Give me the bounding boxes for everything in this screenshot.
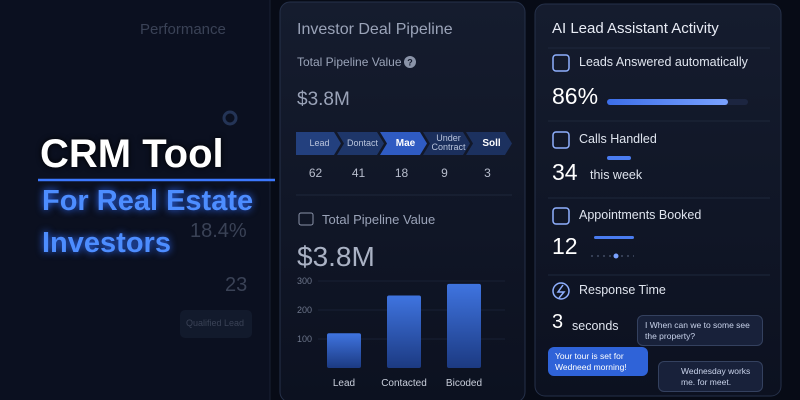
panel-title: AI Lead Assistant Activity bbox=[552, 20, 719, 37]
hero-subtitle: Investors bbox=[42, 227, 171, 259]
item-label: Response Time bbox=[579, 283, 666, 297]
stage-count: 9 bbox=[441, 166, 448, 180]
item-label: Appointments Booked bbox=[579, 208, 702, 222]
appt-bar bbox=[594, 236, 634, 239]
bar bbox=[387, 295, 421, 368]
summary-value: $3.8M bbox=[297, 89, 350, 110]
stage-chevron bbox=[466, 132, 512, 155]
stage-chevron bbox=[337, 132, 384, 155]
item-value: 86% bbox=[552, 83, 599, 109]
ghost-badge-text: Qualified Lead bbox=[186, 318, 245, 328]
ghost-badge bbox=[180, 310, 252, 338]
y-tick-label: 300 bbox=[297, 276, 312, 286]
panel-title: Investor Deal Pipeline bbox=[297, 21, 453, 38]
x-tick-label: Bicoded bbox=[446, 378, 482, 389]
time-icon bbox=[552, 282, 570, 300]
appt-slider-knob bbox=[613, 253, 619, 259]
help-icon bbox=[404, 56, 416, 68]
stage-label: Lead bbox=[309, 138, 330, 148]
total-label: Total Pipeline Value bbox=[322, 212, 436, 227]
stage-chevron bbox=[423, 132, 470, 155]
y-tick-label: 100 bbox=[297, 334, 312, 344]
ghost-panel bbox=[0, 0, 271, 400]
stage-label: Soll bbox=[482, 138, 501, 149]
stage-count: 62 bbox=[308, 166, 323, 180]
leads-icon bbox=[552, 54, 570, 72]
item-unit: this week bbox=[590, 168, 643, 182]
stage-count: 41 bbox=[351, 166, 366, 180]
stage-chevron bbox=[296, 132, 341, 155]
stage-count: 18 bbox=[394, 166, 409, 180]
stage-count: 3 bbox=[484, 166, 491, 180]
calls-bar bbox=[607, 156, 631, 160]
bar-chart: 100 200 300 Lead Contacted Bicoded bbox=[297, 276, 505, 389]
stage-label: Under Contract bbox=[431, 133, 466, 153]
chat-bubble: Wednesday works me. for meet. bbox=[658, 361, 763, 393]
ghost-title: Performance bbox=[140, 21, 226, 38]
time-icon-bolt bbox=[556, 284, 566, 299]
calendar-icon bbox=[552, 207, 570, 225]
bar bbox=[447, 283, 481, 368]
item-label: Calls Handled bbox=[579, 132, 657, 146]
ghost-dot bbox=[222, 110, 238, 126]
item-value: 3 bbox=[552, 311, 564, 333]
ghost-value: 23 bbox=[225, 274, 248, 296]
summary-label: Total Pipeline Value bbox=[297, 55, 402, 69]
chat-bubble: Your tour is set for Wedneed morning! bbox=[548, 347, 648, 377]
help-icon-mark: ? bbox=[407, 58, 413, 68]
stage-label: Mae bbox=[395, 138, 416, 149]
y-tick-label: 200 bbox=[297, 305, 312, 315]
x-tick-label: Contacted bbox=[381, 378, 427, 389]
item-value: 12 bbox=[552, 233, 578, 259]
ghost-value: 18.4% bbox=[190, 220, 247, 242]
bar bbox=[327, 333, 361, 368]
stage-label: Dontact bbox=[346, 138, 379, 148]
hero-subtitle: For Real Estate bbox=[42, 185, 254, 217]
hero-title: CRM Tool bbox=[40, 132, 224, 176]
x-tick-label: Lead bbox=[333, 378, 355, 389]
item-label: Leads Answered automatically bbox=[579, 55, 748, 69]
calls-icon bbox=[552, 131, 570, 149]
item-unit: seconds bbox=[572, 319, 619, 333]
item-value: 34 bbox=[552, 159, 578, 185]
progress-fill bbox=[607, 99, 728, 105]
total-value: $3.8M bbox=[297, 241, 375, 272]
chat-bubble: I When can we to some see the property? bbox=[637, 315, 763, 347]
wallet-icon bbox=[298, 212, 314, 226]
stage-chevron bbox=[380, 132, 427, 155]
